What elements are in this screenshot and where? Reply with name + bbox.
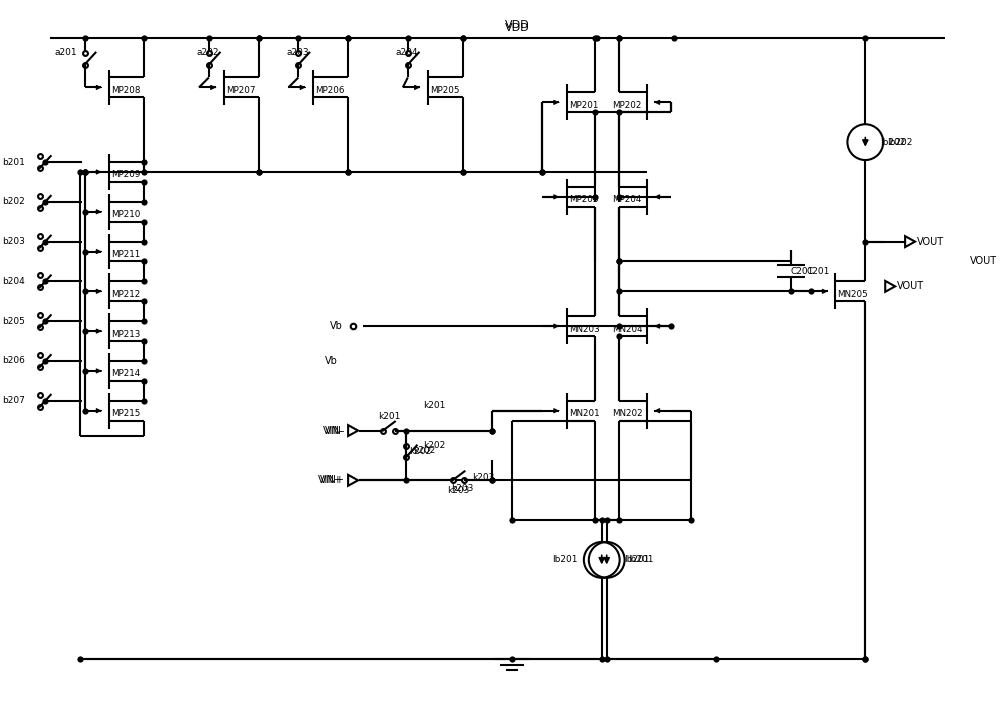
Text: MP210: MP210	[111, 210, 141, 220]
Text: b202: b202	[2, 197, 25, 206]
Text: VDD: VDD	[505, 20, 530, 30]
Text: MP213: MP213	[111, 330, 141, 339]
Text: b204: b204	[2, 277, 25, 286]
Text: Ib202: Ib202	[887, 138, 913, 147]
Text: k203: k203	[451, 484, 474, 493]
Text: MP205: MP205	[430, 86, 459, 95]
Text: MN204: MN204	[612, 325, 642, 334]
Text: VOUT: VOUT	[897, 282, 924, 292]
Text: MP203: MP203	[569, 196, 598, 204]
Text: MP209: MP209	[111, 170, 141, 179]
Text: MP201: MP201	[569, 101, 598, 110]
Text: MP204: MP204	[612, 196, 641, 204]
Text: MN203: MN203	[569, 325, 600, 334]
Text: Ib202: Ib202	[880, 138, 906, 147]
Text: MP207: MP207	[226, 86, 255, 95]
Text: MN202: MN202	[612, 409, 642, 418]
Text: k201: k201	[423, 401, 445, 410]
Text: a203: a203	[286, 48, 309, 57]
Text: C201: C201	[791, 267, 814, 276]
Text: MP202: MP202	[612, 101, 641, 110]
Text: k202: k202	[413, 446, 435, 455]
Text: b205: b205	[2, 317, 25, 325]
Text: MP208: MP208	[111, 86, 141, 95]
Text: k202: k202	[409, 447, 431, 456]
Text: MN205: MN205	[837, 290, 868, 299]
Text: VOUT: VOUT	[970, 256, 997, 266]
Text: Vb: Vb	[330, 321, 343, 331]
Text: MP206: MP206	[315, 86, 345, 95]
Text: Ib201: Ib201	[624, 556, 649, 564]
Text: a201: a201	[55, 48, 77, 57]
Text: C201: C201	[807, 267, 830, 276]
Text: b206: b206	[2, 357, 25, 366]
Text: VIN-: VIN-	[325, 426, 345, 436]
Text: VIN+: VIN+	[320, 475, 345, 485]
Text: MP211: MP211	[111, 250, 141, 259]
Text: VOUT: VOUT	[917, 237, 944, 246]
Text: VDD: VDD	[505, 23, 530, 32]
Text: b201: b201	[2, 157, 25, 167]
Text: Ib201: Ib201	[629, 556, 654, 564]
Text: MP212: MP212	[111, 290, 141, 299]
Text: k201: k201	[378, 412, 400, 421]
Text: k202: k202	[423, 441, 445, 450]
Text: Ib201: Ib201	[552, 556, 578, 564]
Text: a202: a202	[197, 48, 219, 57]
Text: k203: k203	[472, 473, 495, 481]
Text: MP214: MP214	[111, 369, 141, 378]
Text: MP215: MP215	[111, 409, 141, 418]
Text: VIN-: VIN-	[323, 426, 343, 436]
Text: b207: b207	[2, 396, 25, 405]
Text: Vb: Vb	[325, 356, 338, 366]
Text: k203: k203	[447, 486, 470, 495]
Text: MN201: MN201	[569, 409, 600, 418]
Text: a204: a204	[396, 48, 418, 57]
Text: VIN+: VIN+	[318, 475, 343, 485]
Text: b203: b203	[2, 237, 25, 246]
